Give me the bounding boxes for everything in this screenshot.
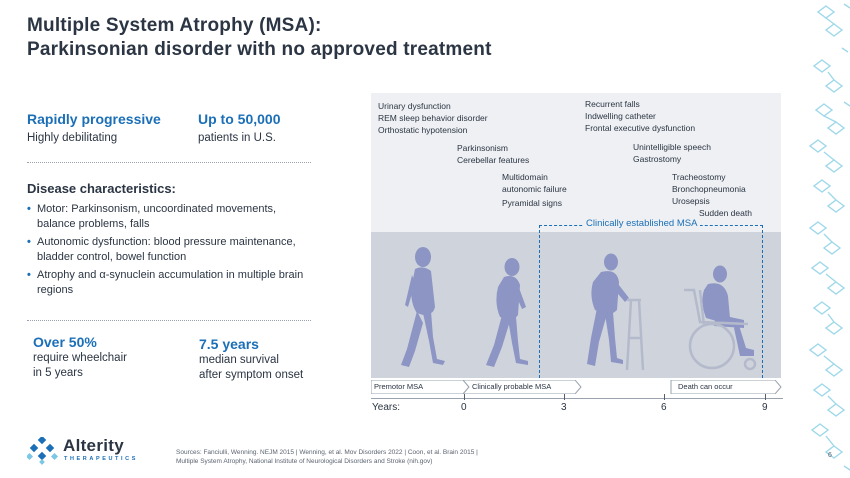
years-axis-label: Years:	[372, 402, 400, 413]
logo-name: Alterity	[63, 436, 124, 455]
symptom-item: Parkinsonism	[457, 143, 509, 153]
symptom-item: Recurrent falls	[585, 99, 640, 109]
title-line-2: Parkinsonian disorder with no approved t…	[27, 39, 492, 60]
disease-bullet-motor: Motor: Parkinsonism, uncoordinated movem…	[27, 202, 317, 231]
sources-line-1: Sources: Fanciulli, Wenning. NEJM 2015 |…	[176, 449, 478, 456]
symptom-group-speech: Unintelligible speech Gastrostomy	[633, 141, 711, 165]
years-axis-line	[371, 398, 783, 399]
divider-top	[27, 162, 311, 163]
figure-wheelchair	[684, 265, 757, 371]
disease-bullet-atrophy: Atrophy and α-synuclein accumulation in …	[27, 268, 317, 297]
divider-bottom	[27, 320, 311, 321]
figure-walking-upright	[401, 247, 445, 367]
tick-label-3: 3	[561, 402, 567, 413]
stage-arrows	[371, 380, 782, 394]
stat-wheelchair-caption-1: require wheelchair	[33, 352, 127, 364]
symptom-group-autonomic: Multidomain autonomic failure Pyramidal …	[502, 171, 567, 209]
stat-wheelchair-caption-2: in 5 years	[33, 367, 83, 379]
symptom-group-falls: Recurrent falls Indwelling catheter Fron…	[585, 98, 695, 134]
stat-survival-value: 7.5 years	[199, 336, 259, 352]
symptom-group-death: Sudden death	[699, 207, 752, 219]
stage-probable: Clinically probable MSA	[472, 382, 552, 391]
symptom-item: Pyramidal signs	[502, 198, 562, 208]
symptom-group-early: Urinary dysfunction REM sleep behavior d…	[378, 100, 488, 136]
stage-row: Premotor MSA Clinically probable MSA Dea…	[371, 380, 783, 394]
clinical-msa-label: Clinically established MSA	[583, 218, 701, 229]
tick-mark	[464, 394, 465, 400]
tick-mark	[664, 394, 665, 400]
stat-patients-value: Up to 50,000	[198, 111, 281, 127]
symptom-group-motor: Parkinsonism Cerebellar features	[457, 142, 529, 166]
symptom-item: Orthostatic hypotension	[378, 125, 468, 135]
disease-heading: Disease characteristics:	[27, 181, 176, 196]
figure-walking-stooped	[486, 258, 528, 367]
company-logo: Alterity THERAPEUTICS	[27, 436, 147, 466]
symptom-item: Urinary dysfunction	[378, 101, 451, 111]
disease-bullet-autonomic: Autonomic dysfunction: blood pressure ma…	[27, 235, 317, 264]
decorative-pattern	[808, 3, 850, 471]
disease-bullet-list: Motor: Parkinsonism, uncoordinated movem…	[27, 202, 317, 301]
stat-survival: 7.5 years median survival after symptom …	[199, 336, 303, 383]
sources-line-2: Multiple System Atrophy, National Instit…	[176, 458, 433, 465]
symptom-item: REM sleep behavior disorder	[378, 113, 488, 123]
symptom-item: Sudden death	[699, 208, 752, 218]
symptom-item: Cerebellar features	[457, 155, 530, 165]
stat-patients: Up to 50,000 patients in U.S.	[198, 111, 280, 146]
symptom-item: Indwelling catheter	[585, 111, 656, 121]
tick-mark	[564, 394, 565, 400]
stat-survival-caption-1: median survival	[199, 354, 279, 366]
symptom-group-late: Tracheostomy Bronchopneumonia Urosepsis	[672, 171, 746, 207]
stat-survival-caption-2: after symptom onset	[199, 369, 304, 381]
logo-subtitle: THERAPEUTICS	[64, 456, 138, 462]
stat-wheelchair-value: Over 50%	[33, 334, 97, 350]
stat-patients-caption: patients in U.S.	[198, 132, 276, 144]
symptom-item: Urosepsis	[672, 196, 710, 206]
logo-mark-icon	[27, 437, 59, 465]
stat-progression-value: Rapidly progressive	[27, 111, 161, 127]
symptom-item: Multidomain	[502, 172, 548, 182]
stat-progression: Rapidly progressive Highly debilitating	[27, 111, 161, 146]
page-number: 6	[828, 452, 832, 459]
symptom-item: autonomic failure	[502, 184, 567, 194]
symptom-item: Frontal executive dysfunction	[585, 123, 696, 133]
tick-label-6: 6	[661, 402, 667, 413]
stage-death: Death can occur	[678, 382, 733, 391]
stat-progression-caption: Highly debilitating	[27, 132, 118, 144]
symptom-item: Gastrostomy	[633, 154, 682, 164]
tick-label-0: 0	[461, 402, 467, 413]
figure-walker	[587, 253, 645, 371]
stage-premotor: Premotor MSA	[374, 382, 424, 391]
symptom-item: Unintelligible speech	[633, 142, 711, 152]
title-line-1: Multiple System Atrophy (MSA):	[27, 15, 322, 36]
tick-label-9: 9	[762, 402, 768, 413]
tick-mark	[765, 394, 766, 400]
symptom-item: Tracheostomy	[672, 172, 726, 182]
sources-footnote: Sources: Fanciulli, Wenning. NEJM 2015 |…	[176, 448, 576, 466]
stat-wheelchair: Over 50% require wheelchair in 5 years	[33, 334, 127, 381]
page-title: Multiple System Atrophy (MSA): Parkinson…	[27, 14, 587, 62]
symptom-item: Bronchopneumonia	[672, 184, 746, 194]
